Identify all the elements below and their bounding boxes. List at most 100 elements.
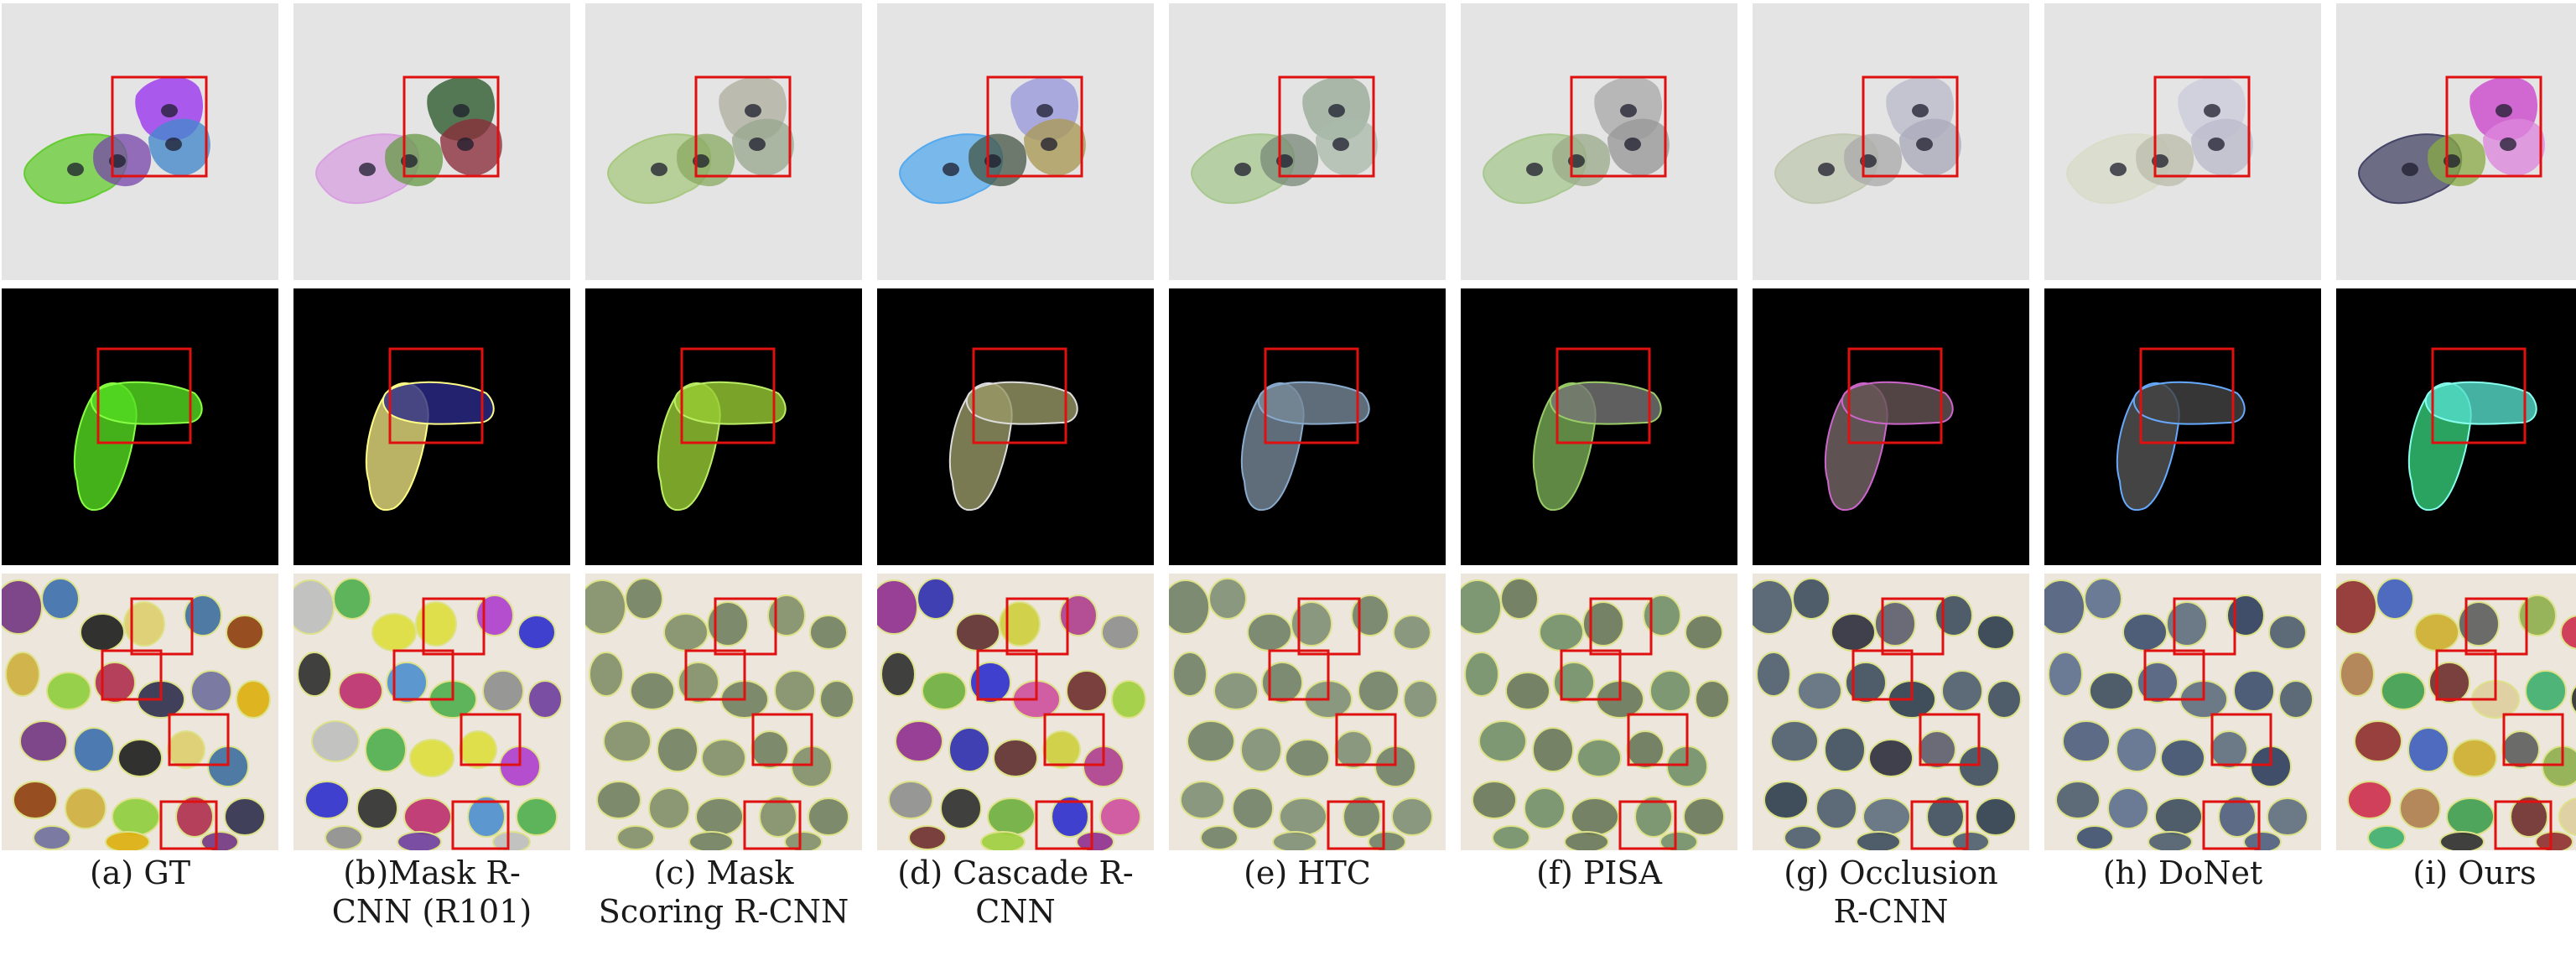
- cell-mask: [809, 615, 848, 650]
- cell-mask: [1240, 727, 1282, 772]
- cell-mask: [688, 831, 734, 850]
- result-image-row2-col1: [2, 288, 278, 565]
- cell-mask: [517, 615, 556, 650]
- cell-mask: [2446, 797, 2495, 836]
- nucleus: [1332, 138, 1349, 151]
- cell-mask: [1926, 796, 1965, 838]
- segmentation-visual: [585, 3, 862, 280]
- highlight-box: [2431, 347, 2527, 444]
- cell-mask: [2428, 662, 2470, 704]
- caption-line: CNN: [975, 893, 1056, 930]
- result-image-row1-col3: [585, 3, 862, 280]
- highlight-box: [684, 649, 746, 701]
- cell-mask: [1169, 579, 1210, 635]
- highlight-box: [1327, 800, 1385, 850]
- background: [1753, 288, 2029, 565]
- cell-mask: [94, 662, 136, 704]
- cell-mask: [123, 601, 165, 647]
- cell-mask: [1187, 720, 1235, 762]
- highlight-box: [460, 713, 522, 766]
- cell-mask: [1824, 727, 1866, 772]
- cell-mask: [625, 578, 663, 620]
- cell-mask: [117, 739, 163, 777]
- highlight-box: [986, 75, 1083, 178]
- cell-mask: [1532, 727, 1574, 772]
- cell-mask: [1845, 662, 1887, 704]
- caption-2: (b)Mask R- CNN (R101): [293, 854, 570, 931]
- highlight-box: [2210, 713, 2272, 766]
- caption-6: (f) PISA: [1461, 854, 1737, 892]
- cell-mask: [1393, 615, 1431, 650]
- cell-mask: [2122, 613, 2168, 652]
- segmentation-visual: [1169, 574, 1446, 850]
- cell-mask: [19, 720, 68, 762]
- highlight-box: [1035, 800, 1093, 850]
- cell-mask: [338, 672, 383, 710]
- caption-line: (f) PISA: [1536, 854, 1662, 891]
- cell-mask: [1976, 615, 2015, 650]
- cell-mask: [1770, 720, 1819, 762]
- highlight-box: [1618, 800, 1677, 850]
- cell-mask: [311, 720, 360, 762]
- cell-mask: [1685, 615, 1723, 650]
- cell-mask: [774, 670, 816, 712]
- result-image-row3-col1: [2, 574, 278, 850]
- cell-mask: [616, 825, 655, 850]
- cell-mask: [1753, 579, 1794, 635]
- highlight-box: [680, 347, 776, 444]
- segmentation-visual: [293, 3, 570, 280]
- cell-mask: [585, 579, 626, 635]
- segmentation-visual: [2044, 3, 2321, 280]
- cell-mask: [917, 578, 955, 620]
- result-image-row1-col7: [1753, 3, 2029, 280]
- highlight-box: [751, 713, 813, 766]
- caption-7: (g) Occlusion R-CNN: [1753, 854, 2029, 931]
- result-image-row3-col4: [877, 574, 1154, 850]
- cell-mask: [808, 797, 849, 836]
- cell-mask: [293, 579, 335, 635]
- nucleus: [1041, 138, 1057, 151]
- cell-mask: [1784, 825, 1822, 850]
- result-image-row2-col3: [585, 288, 862, 565]
- cell-mask: [2510, 796, 2548, 838]
- cell-mask: [1582, 601, 1624, 647]
- caption-line: (a) GT: [89, 854, 191, 891]
- cell-mask: [589, 652, 624, 697]
- caption-3: (c) Mask Scoring R-CNN: [585, 854, 862, 931]
- highlight-box: [1335, 713, 1397, 766]
- highlight-box: [2143, 649, 2205, 701]
- cell-mask: [1539, 613, 1584, 652]
- cell-mask: [1368, 831, 1406, 850]
- cell-mask: [948, 727, 990, 772]
- cell-mask: [1862, 797, 1911, 836]
- segmentation-visual: [293, 288, 570, 565]
- caption-8: (h) DoNet: [2044, 854, 2321, 892]
- cell-mask: [1213, 672, 1259, 710]
- highlight-box: [1847, 347, 1943, 444]
- caption-line: (h) DoNet: [2102, 854, 2263, 891]
- segmentation-visual: [2336, 574, 2576, 850]
- caption-line: (c) Mask: [653, 854, 794, 891]
- cell-mask: [2367, 825, 2406, 850]
- nucleus: [1818, 163, 1835, 176]
- highlight-box: [2445, 75, 2542, 178]
- highlight-box: [2502, 713, 2564, 766]
- nucleus: [1526, 163, 1543, 176]
- cell-mask: [895, 720, 943, 762]
- cell-mask: [2044, 579, 2085, 635]
- cell-mask: [1505, 672, 1550, 710]
- cell-mask: [304, 781, 350, 819]
- cell-mask: [2439, 831, 2485, 850]
- cell-mask: [969, 662, 1011, 704]
- background: [2, 288, 278, 565]
- result-image-row3-col5: [1169, 574, 1446, 850]
- cell-mask: [386, 662, 428, 704]
- highlight-box: [1570, 75, 1667, 178]
- cell-mask: [236, 680, 271, 719]
- segmentation-visual: [2336, 3, 2576, 280]
- cell-mask: [482, 670, 524, 712]
- segmentation-visual: [1461, 574, 1737, 850]
- result-image-row3-col9: [2336, 574, 2576, 850]
- cell-mask: [1856, 831, 1901, 850]
- cell-mask: [1334, 730, 1373, 769]
